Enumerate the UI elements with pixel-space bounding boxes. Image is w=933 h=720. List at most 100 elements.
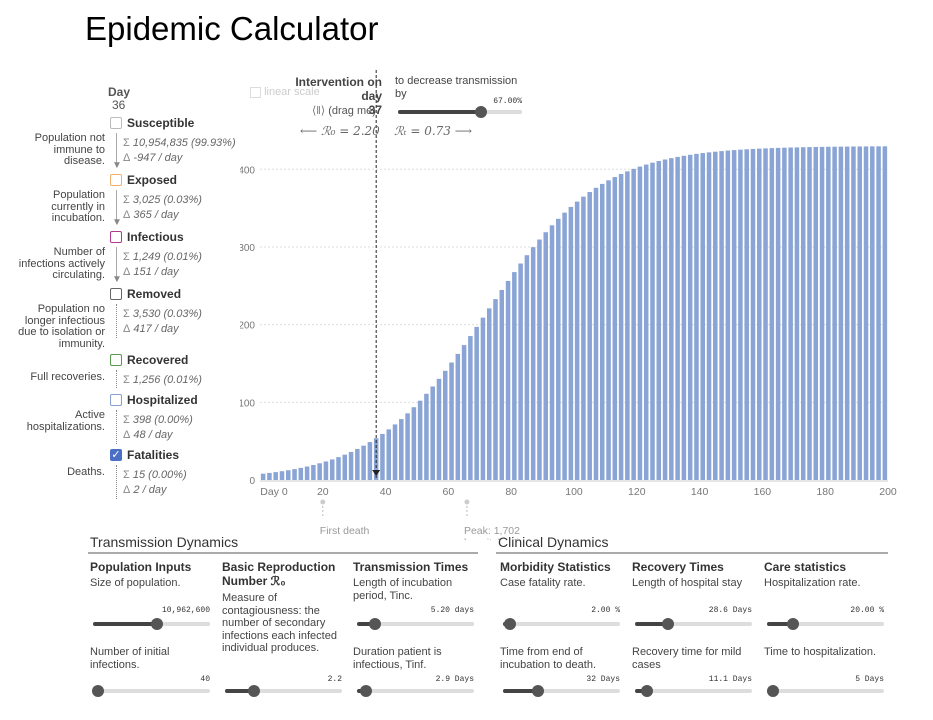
checkbox-exposed[interactable] bbox=[110, 174, 122, 186]
chart-bar bbox=[549, 225, 555, 480]
r0-heading: Basic Reproduction Number ℛ₀ bbox=[222, 560, 335, 588]
checkbox-hospitalized[interactable] bbox=[110, 394, 122, 406]
incubation-slider[interactable] bbox=[357, 618, 474, 630]
total-value: 3,025 (0.03%) bbox=[132, 194, 202, 206]
compartment-name-hospitalized[interactable]: Hospitalized bbox=[127, 393, 198, 407]
infectious-duration-value: 2.9 Days bbox=[435, 675, 474, 684]
incubation-value: 5.20 days bbox=[430, 606, 474, 615]
compartment-name-exposed[interactable]: Exposed bbox=[127, 173, 178, 187]
transmission-decrease-slider[interactable] bbox=[398, 106, 522, 118]
time-to-hospital-slider[interactable] bbox=[766, 685, 884, 697]
initial-infections-slider[interactable] bbox=[91, 685, 210, 697]
drag-hint: (drag me) bbox=[328, 105, 376, 117]
slider-thumb[interactable] bbox=[766, 685, 779, 697]
hospitalization-rate-slider[interactable] bbox=[767, 618, 884, 630]
fatality-rate-label: Case fatality rate. bbox=[500, 577, 586, 589]
chart-bar bbox=[713, 151, 718, 480]
chart-bar bbox=[461, 345, 467, 480]
chart-bar bbox=[681, 155, 687, 480]
hospitalization-rate-value: 20.00 % bbox=[850, 606, 884, 615]
chart-bar bbox=[763, 148, 768, 480]
chart-bar bbox=[788, 147, 793, 480]
intervention-drag-handle[interactable]: ⟨‖⟩ (drag me) bbox=[312, 104, 376, 117]
arrow-down-icon: ▼ bbox=[112, 274, 122, 285]
mild-recovery-slider[interactable] bbox=[635, 685, 752, 697]
slider-fill bbox=[357, 622, 375, 626]
chart-bar bbox=[342, 454, 348, 480]
compartment-rate: Δ 2 / day bbox=[123, 484, 166, 496]
checkbox-susceptible[interactable] bbox=[110, 117, 122, 129]
compartment-name-recovered[interactable]: Recovered bbox=[127, 353, 189, 367]
description-line: due to isolation or bbox=[18, 326, 105, 338]
intervention-label: Intervention on day 37 bbox=[272, 75, 382, 117]
mild-recovery-line2: cases bbox=[632, 658, 661, 671]
incubation-label: Length of incubation period, Tinc. bbox=[353, 577, 452, 602]
description-line: Active bbox=[75, 409, 105, 421]
slider-thumb[interactable] bbox=[151, 618, 164, 630]
chart-bar bbox=[581, 196, 586, 480]
chart-bar bbox=[782, 147, 787, 481]
compartment-name-removed[interactable]: Removed bbox=[127, 287, 182, 301]
x-tick-label: 180 bbox=[816, 486, 834, 498]
slider-thumb[interactable] bbox=[248, 685, 261, 697]
slider-thumb[interactable] bbox=[475, 106, 488, 118]
r0-slider[interactable] bbox=[225, 685, 342, 697]
compartment-rate: Δ -947 / day bbox=[123, 152, 182, 164]
chart-bar bbox=[474, 326, 479, 480]
slider-fill bbox=[635, 622, 668, 626]
drag-handle-icon: ⟨‖⟩ bbox=[312, 105, 326, 117]
checkbox-recovered[interactable] bbox=[110, 354, 122, 366]
slider-thumb[interactable] bbox=[360, 685, 373, 697]
slider-thumb[interactable] bbox=[640, 685, 653, 697]
fatality-rate-slider[interactable] bbox=[503, 618, 620, 630]
hospital-stay-slider[interactable] bbox=[635, 618, 752, 630]
population-size-slider[interactable] bbox=[93, 618, 210, 630]
description-line: Deaths. bbox=[67, 466, 105, 478]
peak-label-line2: hospitalizations bbox=[464, 537, 536, 540]
infectious-duration-slider[interactable] bbox=[357, 685, 474, 697]
infectious-duration-label: Duration patient is infectious, Tinf. bbox=[353, 646, 442, 671]
time-to-death-value: 32 Days bbox=[586, 675, 620, 684]
chart-bar bbox=[857, 146, 863, 480]
slider-thumb[interactable] bbox=[504, 618, 517, 630]
compartment-name-infectious[interactable]: Infectious bbox=[127, 230, 184, 244]
chart-bar bbox=[643, 164, 649, 480]
compartment-description: Number of infections actively circulating. bbox=[5, 246, 105, 282]
linear-scale-checkbox[interactable] bbox=[250, 86, 261, 98]
r0-heading-line1: Basic Reproduction bbox=[222, 560, 336, 574]
decrease-value: 67.00% bbox=[493, 97, 522, 106]
checkbox-removed[interactable] bbox=[110, 288, 122, 300]
slider-thumb[interactable] bbox=[786, 618, 799, 630]
chart-bar bbox=[499, 289, 505, 480]
care-heading: Care statistics bbox=[764, 560, 847, 574]
sum-icon: Σ bbox=[123, 194, 130, 206]
slider-thumb[interactable] bbox=[368, 618, 381, 630]
chart-bar bbox=[417, 400, 423, 480]
flow-arrow bbox=[116, 190, 117, 224]
compartment-name-fatalities[interactable]: Fatalities bbox=[127, 448, 180, 462]
first-death-dot bbox=[320, 499, 326, 505]
initial-infections-value: 40 bbox=[200, 675, 210, 684]
x-tick-label: 80 bbox=[505, 486, 517, 498]
initial-infections-label: Number of initial infections. bbox=[90, 646, 169, 671]
description-line: Full recoveries. bbox=[30, 371, 105, 383]
slider-thumb[interactable] bbox=[532, 685, 545, 697]
sum-icon: Σ bbox=[123, 374, 130, 386]
slider-thumb[interactable] bbox=[91, 685, 104, 697]
chart-bar bbox=[292, 469, 297, 480]
description-line: Population not bbox=[34, 132, 105, 144]
time-to-death-slider[interactable] bbox=[503, 685, 620, 697]
slider-thumb[interactable] bbox=[661, 618, 674, 630]
checkbox-fatalities[interactable]: ✓ bbox=[110, 449, 122, 461]
chart-bar bbox=[279, 471, 285, 480]
chart-bar bbox=[562, 212, 567, 481]
linear-scale-toggle[interactable]: linear scale bbox=[250, 86, 320, 98]
epidemic-chart[interactable]: 0 100 200 300 400 Day 0 20 40 60 80 100 120 140 160 18… bbox=[240, 60, 905, 540]
incubation-label-line1: Length of incubation bbox=[353, 577, 453, 589]
compartment-name-susceptible[interactable]: Susceptible bbox=[127, 116, 195, 130]
chart-bar bbox=[267, 472, 272, 480]
slider-fill bbox=[93, 622, 158, 626]
compartment-total: Σ 15 (0.00%) bbox=[123, 469, 187, 481]
total-value: 1,256 (0.01%) bbox=[132, 374, 202, 386]
checkbox-infectious[interactable] bbox=[110, 231, 122, 243]
